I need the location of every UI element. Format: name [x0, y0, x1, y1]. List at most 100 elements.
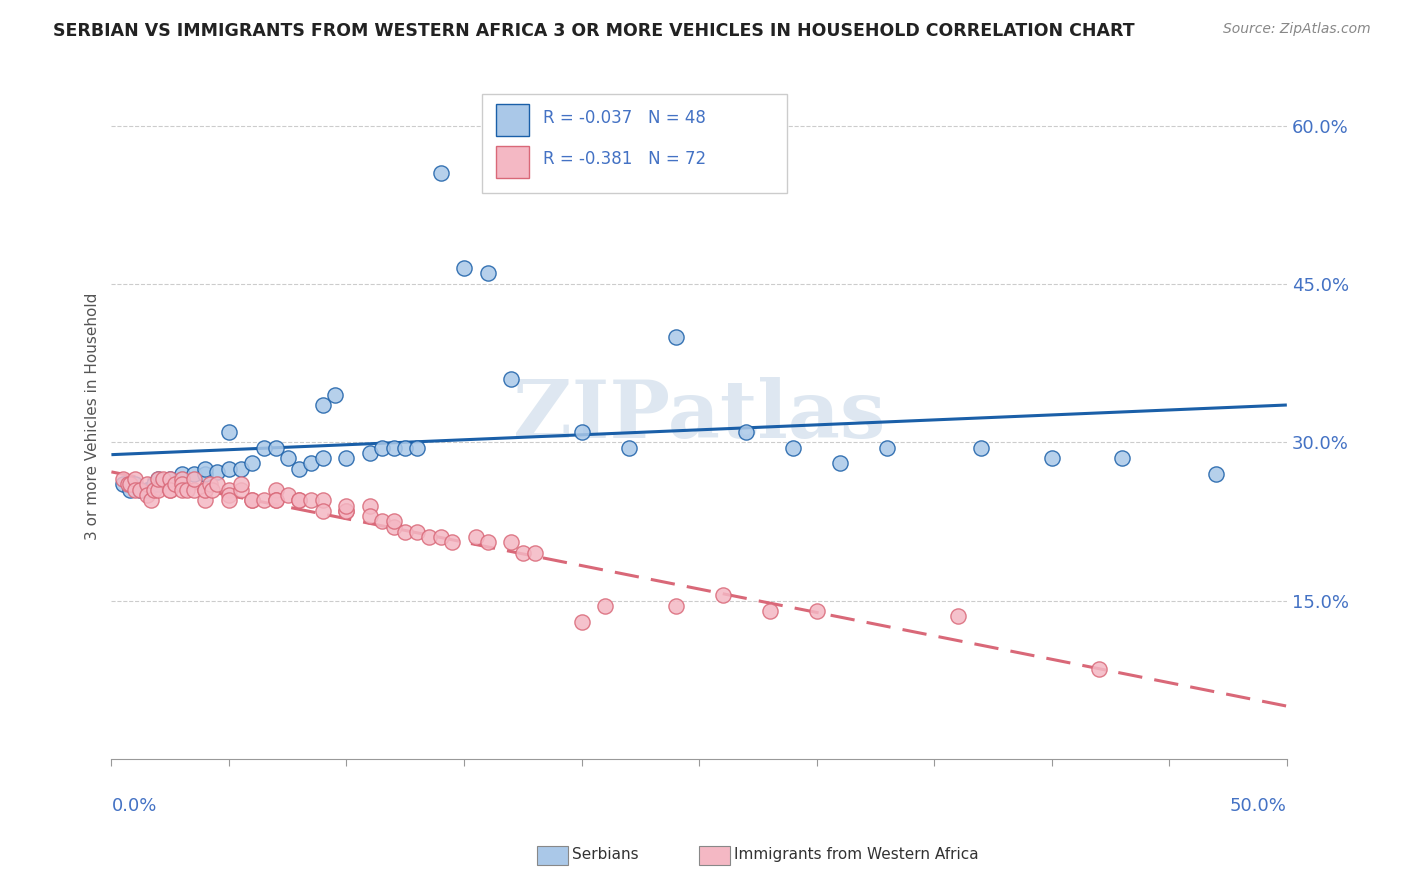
Point — [312, 493, 335, 508]
Point — [876, 441, 898, 455]
Point — [135, 477, 157, 491]
Point — [264, 493, 287, 508]
Point — [159, 472, 181, 486]
Point — [571, 425, 593, 439]
Point — [194, 483, 217, 497]
Point — [148, 477, 170, 491]
Y-axis label: 3 or more Vehicles in Household: 3 or more Vehicles in Household — [86, 293, 100, 540]
Point — [429, 530, 451, 544]
Point — [464, 530, 486, 544]
Point — [218, 425, 240, 439]
Point — [159, 483, 181, 497]
Point — [198, 477, 221, 491]
Point — [394, 441, 416, 455]
Point — [120, 483, 142, 497]
Point — [183, 483, 205, 497]
Point — [335, 504, 357, 518]
Point — [159, 483, 181, 497]
Point — [218, 493, 240, 508]
Text: R = -0.037   N = 48: R = -0.037 N = 48 — [543, 109, 706, 127]
Point — [142, 483, 165, 497]
Point — [159, 472, 181, 486]
Point — [112, 472, 135, 486]
Point — [277, 488, 299, 502]
Point — [112, 477, 135, 491]
Point — [359, 509, 381, 524]
Point — [163, 477, 186, 491]
Point — [183, 472, 205, 486]
Point — [371, 441, 394, 455]
Point — [299, 456, 322, 470]
Point — [142, 477, 165, 491]
Point — [148, 472, 170, 486]
Point — [242, 456, 264, 470]
Point — [170, 472, 193, 486]
Point — [148, 472, 170, 486]
Point — [312, 504, 335, 518]
Point — [382, 519, 405, 533]
Point — [359, 499, 381, 513]
Point — [229, 461, 252, 475]
Point — [429, 166, 451, 180]
Point — [170, 477, 193, 491]
Point — [665, 330, 688, 344]
Point — [229, 483, 252, 497]
Text: R = -0.381   N = 72: R = -0.381 N = 72 — [543, 150, 706, 168]
Point — [1040, 451, 1063, 466]
Point — [299, 493, 322, 508]
Point — [418, 530, 440, 544]
Text: 50.0%: 50.0% — [1230, 797, 1286, 814]
Point — [499, 535, 522, 549]
FancyBboxPatch shape — [496, 104, 529, 136]
Point — [758, 604, 780, 618]
Point — [170, 472, 193, 486]
Point — [371, 515, 394, 529]
Point — [406, 441, 429, 455]
Point — [382, 441, 405, 455]
Point — [253, 441, 276, 455]
Point — [194, 467, 217, 481]
Point — [218, 488, 240, 502]
Text: ZIPatlas: ZIPatlas — [513, 377, 886, 455]
Point — [288, 493, 311, 508]
Point — [665, 599, 688, 613]
Point — [806, 604, 828, 618]
Point — [477, 267, 499, 281]
Point — [218, 461, 240, 475]
Text: Serbians: Serbians — [572, 847, 638, 862]
Point — [117, 477, 139, 491]
Point — [201, 483, 224, 497]
Point — [194, 483, 217, 497]
Point — [242, 493, 264, 508]
Point — [288, 493, 311, 508]
Point — [152, 472, 174, 486]
Point — [453, 261, 475, 276]
Point — [335, 451, 357, 466]
Point — [617, 441, 640, 455]
FancyBboxPatch shape — [496, 145, 529, 178]
Point — [124, 483, 146, 497]
Point — [148, 483, 170, 497]
Point — [571, 615, 593, 629]
Point — [1087, 662, 1109, 676]
Point — [335, 499, 357, 513]
Point — [335, 504, 357, 518]
Point — [523, 546, 546, 560]
Point — [176, 483, 198, 497]
Point — [312, 398, 335, 412]
Point — [394, 524, 416, 539]
Point — [312, 451, 335, 466]
Point — [359, 446, 381, 460]
Point — [499, 372, 522, 386]
Point — [323, 388, 346, 402]
Point — [830, 456, 852, 470]
Point — [194, 461, 217, 475]
Point — [382, 515, 405, 529]
Point — [1111, 451, 1133, 466]
Text: SERBIAN VS IMMIGRANTS FROM WESTERN AFRICA 3 OR MORE VEHICLES IN HOUSEHOLD CORREL: SERBIAN VS IMMIGRANTS FROM WESTERN AFRIC… — [53, 22, 1135, 40]
Point — [205, 477, 228, 491]
Point — [288, 461, 311, 475]
Point — [1205, 467, 1227, 481]
Point — [135, 483, 157, 497]
Point — [441, 535, 464, 549]
